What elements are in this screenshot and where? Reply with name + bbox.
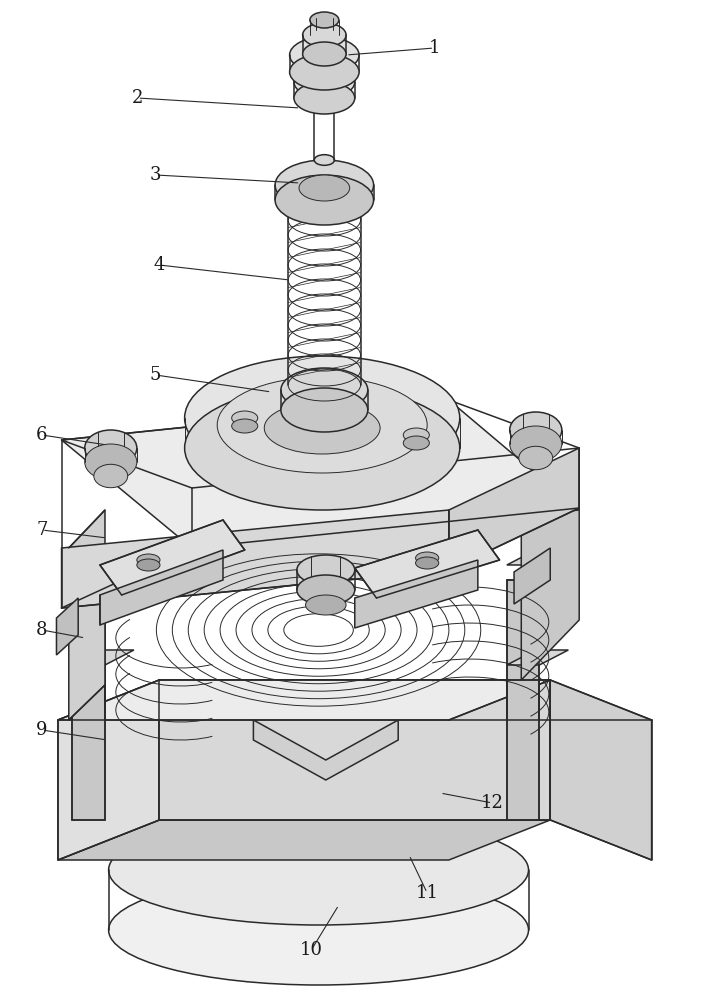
Text: 4: 4	[153, 256, 165, 274]
Text: 12: 12	[481, 794, 504, 812]
Ellipse shape	[290, 54, 359, 90]
Polygon shape	[100, 550, 223, 625]
Ellipse shape	[294, 66, 355, 98]
Polygon shape	[56, 598, 78, 655]
Ellipse shape	[294, 82, 355, 114]
Ellipse shape	[416, 552, 439, 564]
Polygon shape	[507, 680, 539, 820]
Ellipse shape	[303, 23, 346, 47]
Ellipse shape	[137, 554, 160, 566]
Ellipse shape	[109, 875, 529, 985]
Polygon shape	[507, 580, 539, 720]
Ellipse shape	[217, 377, 427, 473]
Ellipse shape	[185, 356, 460, 480]
Ellipse shape	[281, 368, 368, 412]
Text: 8: 8	[36, 621, 48, 639]
Polygon shape	[72, 650, 134, 665]
Text: 1: 1	[429, 39, 440, 57]
Text: 3: 3	[150, 166, 161, 184]
Polygon shape	[62, 400, 579, 548]
Polygon shape	[521, 448, 579, 680]
Text: 2: 2	[132, 89, 143, 107]
Ellipse shape	[85, 430, 137, 466]
Polygon shape	[72, 580, 105, 720]
Polygon shape	[100, 520, 245, 595]
Polygon shape	[58, 820, 550, 860]
Ellipse shape	[314, 63, 334, 73]
Polygon shape	[507, 650, 568, 665]
Polygon shape	[58, 680, 159, 860]
Polygon shape	[58, 680, 550, 720]
Polygon shape	[550, 680, 652, 860]
Polygon shape	[507, 550, 568, 565]
Polygon shape	[72, 680, 105, 820]
Ellipse shape	[185, 386, 460, 510]
Ellipse shape	[510, 426, 562, 462]
Polygon shape	[449, 448, 579, 570]
Ellipse shape	[299, 175, 350, 201]
Text: 9: 9	[36, 721, 48, 739]
Ellipse shape	[310, 12, 339, 28]
Ellipse shape	[275, 175, 374, 225]
Ellipse shape	[232, 411, 258, 425]
Ellipse shape	[137, 559, 160, 571]
Ellipse shape	[297, 555, 355, 585]
Ellipse shape	[275, 160, 374, 210]
Text: 6: 6	[36, 426, 48, 444]
Ellipse shape	[303, 42, 346, 66]
Ellipse shape	[109, 815, 529, 925]
Ellipse shape	[94, 464, 127, 488]
Text: 10: 10	[300, 941, 323, 959]
Ellipse shape	[232, 419, 258, 433]
Ellipse shape	[85, 444, 137, 480]
Text: 11: 11	[416, 884, 439, 902]
Polygon shape	[355, 530, 500, 598]
Ellipse shape	[403, 436, 429, 450]
Polygon shape	[514, 548, 550, 604]
Ellipse shape	[314, 155, 334, 165]
Ellipse shape	[510, 412, 562, 448]
Ellipse shape	[306, 595, 346, 615]
Ellipse shape	[416, 557, 439, 569]
Ellipse shape	[264, 402, 380, 454]
Polygon shape	[62, 510, 449, 608]
Ellipse shape	[403, 428, 429, 442]
Ellipse shape	[281, 388, 368, 432]
Ellipse shape	[519, 446, 552, 470]
Ellipse shape	[297, 575, 355, 605]
Polygon shape	[355, 560, 478, 628]
Polygon shape	[253, 720, 398, 780]
Text: 7: 7	[36, 521, 48, 539]
Polygon shape	[72, 550, 134, 565]
Ellipse shape	[290, 37, 359, 73]
Text: 5: 5	[150, 366, 161, 384]
Polygon shape	[69, 510, 105, 720]
Polygon shape	[159, 680, 550, 820]
